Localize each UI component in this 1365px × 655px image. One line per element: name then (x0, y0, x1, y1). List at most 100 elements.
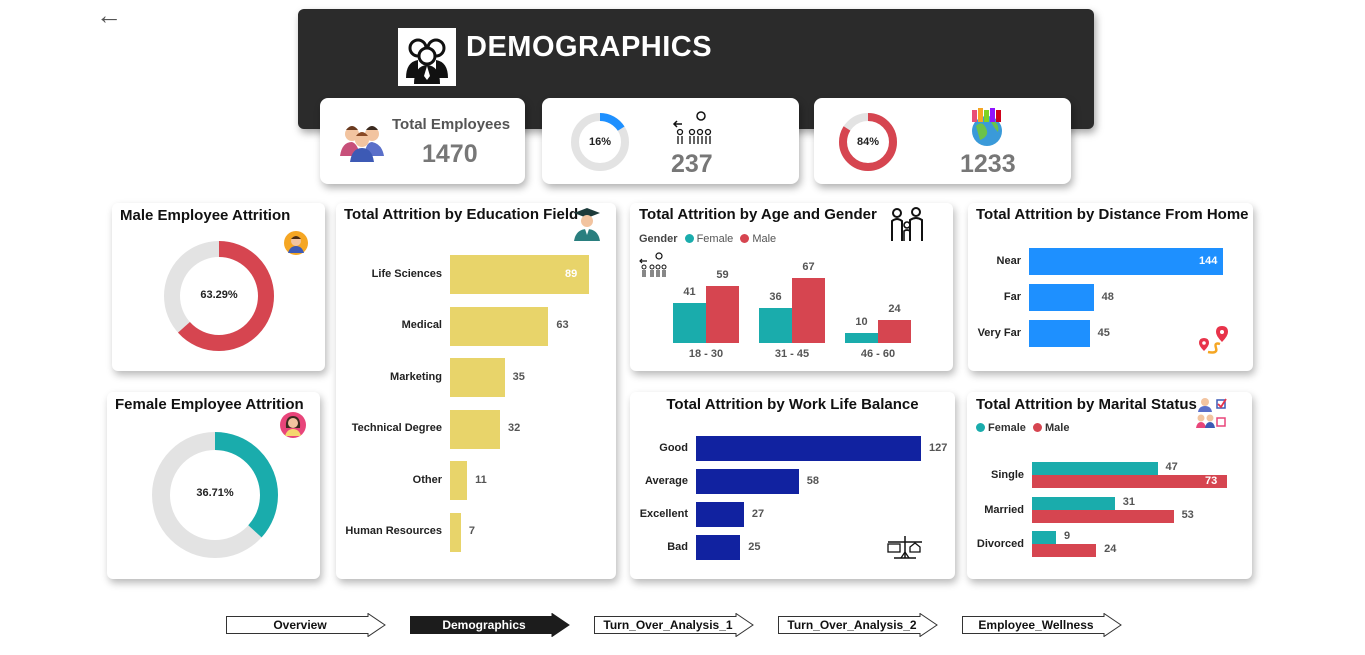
category-label: Life Sciences (371, 267, 442, 280)
value-label: 58 (806, 474, 819, 487)
bar (759, 308, 792, 343)
back-arrow-icon[interactable]: ← (96, 0, 122, 30)
bar (706, 285, 739, 343)
bar (845, 333, 878, 343)
category-label: Very Far (977, 326, 1021, 339)
bar (450, 409, 500, 449)
page-title: DEMOGRAPHICS (466, 31, 713, 63)
attrition-percent-label: 16% (588, 136, 612, 148)
legend-male: Male (736, 233, 776, 245)
kpi-active: 84% 1233 (814, 98, 1071, 184)
nav-button-2[interactable]: Demographics (410, 613, 570, 637)
family-icon (891, 207, 923, 241)
category-label: 18 - 30 (688, 348, 724, 360)
active-donut (839, 113, 897, 171)
bar (450, 512, 461, 552)
legend-female-label: Female (696, 233, 734, 245)
value-label: 53 (1181, 509, 1194, 521)
female-attrition-donut (152, 432, 278, 558)
value-label: 67 (802, 261, 815, 273)
value-label: 24 (1104, 543, 1117, 555)
value-label: 27 (751, 507, 765, 520)
bar (696, 502, 744, 527)
bar (696, 436, 921, 461)
category-label: Medical (401, 319, 442, 331)
nav-button-label: Demographics (442, 618, 526, 632)
male-attrition-donut (164, 241, 274, 351)
distance-chart-title: Total Attrition by Distance From Home (976, 206, 1249, 223)
kpi-total-employees: Total Employees 1470 (320, 98, 525, 184)
nav-button-label: Turn_Over_Analysis_1 (603, 618, 733, 632)
kpi-active-value: 1233 (960, 150, 1016, 178)
male-attrition-percent: 63.29% (200, 289, 238, 301)
category-label: Bad (667, 540, 688, 553)
category-label: Human Resources (345, 525, 442, 537)
nav-button-1[interactable]: Overview (226, 613, 386, 637)
graduate-icon (574, 208, 600, 241)
value-label: 24 (888, 302, 901, 315)
work-life-scale-icon (887, 536, 922, 559)
nav-button-4[interactable]: Turn_Over_Analysis_2 (778, 613, 938, 637)
marital-legend-female: Female (976, 422, 1026, 434)
category-label: Technical Degree (351, 422, 442, 434)
value-label: 41 (683, 286, 696, 299)
value-label: 47 (1165, 461, 1178, 473)
category-label: 46 - 60 (860, 348, 896, 360)
group-icon (398, 28, 456, 86)
bar (696, 469, 799, 494)
attrition-small-icon (639, 252, 667, 277)
female-attrition-card: Female Employee Attrition 36.71% (107, 392, 320, 579)
education-field-card: Total Attrition by Education Field Life … (336, 203, 616, 579)
age-gender-card: Total Attrition by Age and Gender Gender… (630, 203, 953, 371)
nav-button-label: Employee_Wellness (978, 618, 1094, 632)
male-attrition-title: Male Employee Attrition (120, 207, 291, 224)
category-label: Divorced (976, 538, 1024, 550)
marital-legend-male-label: Male (1044, 422, 1070, 434)
value-label: 73 (1205, 475, 1218, 487)
legend-title: Gender (639, 233, 678, 245)
category-label: Far (1003, 290, 1021, 303)
nav-button-3[interactable]: Turn_Over_Analysis_1 (594, 613, 754, 637)
nav-button-label: Overview (273, 618, 327, 632)
bar (792, 278, 825, 343)
marital-card: Total Attrition by Marital Status Female… (967, 392, 1252, 579)
bar (1032, 544, 1097, 557)
value-label: 36 (769, 291, 782, 304)
age-gender-chart-title: Total Attrition by Age and Gender (639, 206, 877, 223)
distance-card: Total Attrition by Distance From Home Ne… (968, 203, 1253, 371)
category-label: Married (984, 504, 1024, 516)
value-label: 59 (716, 268, 729, 281)
value-label: 32 (507, 422, 521, 434)
marital-icon (1196, 398, 1227, 428)
bar (450, 306, 549, 346)
value-label: 25 (748, 540, 761, 553)
worklife-card: Total Attrition by Work Life Balance Goo… (630, 392, 955, 579)
category-label: 31 - 45 (774, 348, 810, 360)
value-label: 89 (565, 267, 578, 280)
bar (878, 319, 911, 343)
legend-male-label: Male (752, 233, 777, 245)
worklife-chart-title: Total Attrition by Work Life Balance (666, 396, 919, 413)
value-label: 127 (929, 441, 948, 454)
value-label: 35 (512, 370, 525, 383)
marital-legend: Female Male (976, 422, 1069, 434)
marital-legend-male-swatch (1032, 423, 1042, 432)
attrition-donut (571, 113, 629, 171)
category-label: Average (644, 474, 688, 487)
kpi-attrition-value: 237 (671, 150, 713, 178)
bar (450, 255, 589, 294)
nav-button-label: Turn_Over_Analysis_2 (787, 618, 917, 632)
category-label: Other (412, 473, 442, 486)
nav-button-5[interactable]: Employee_Wellness (962, 613, 1122, 637)
kpi-attrition: 16% 237 (542, 98, 799, 184)
education-chart-title: Total Attrition by Education Field (344, 206, 579, 223)
value-label: 10 (855, 316, 868, 329)
employees-icon (340, 126, 384, 162)
bar (673, 303, 706, 343)
value-label: 9 (1064, 530, 1071, 542)
globe-people-icon (972, 108, 1002, 146)
bar (1032, 510, 1174, 523)
bar (1032, 462, 1158, 475)
kpi-total-employees-label: Total Employees (392, 116, 511, 133)
age-gender-legend: Gender Female Male (639, 233, 776, 245)
